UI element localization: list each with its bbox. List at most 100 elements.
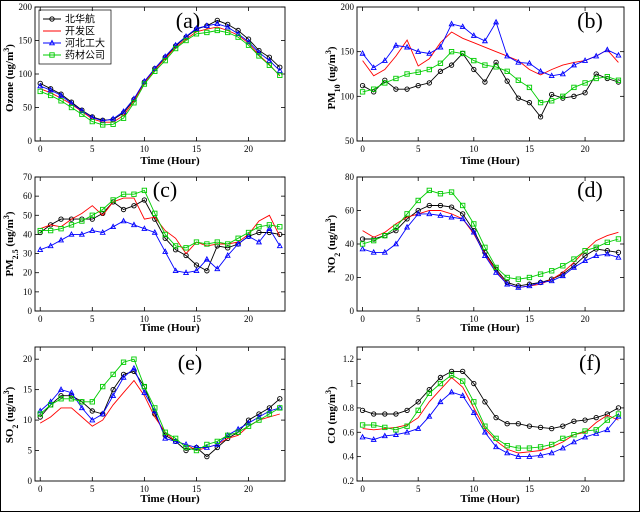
data-point — [426, 49, 433, 56]
panel-label: (f) — [579, 350, 601, 375]
data-point — [437, 398, 444, 405]
data-point — [604, 250, 611, 257]
x-tick-label: 0 — [38, 144, 43, 154]
data-point — [504, 274, 510, 281]
data-point — [47, 86, 54, 93]
data-point — [193, 447, 200, 454]
data-point — [404, 86, 410, 92]
y-tick-label: 80 — [345, 172, 355, 182]
data-point — [245, 232, 252, 239]
data-point — [593, 244, 599, 250]
data-point — [172, 41, 179, 48]
y-axis-label-part: 2 — [11, 425, 20, 429]
y-axis-label-part: Ozone (ug/m — [4, 52, 16, 112]
data-point — [204, 268, 210, 274]
data-point — [151, 65, 158, 71]
data-point — [404, 71, 410, 77]
data-point — [537, 424, 544, 431]
y-tick-label: 30 — [23, 249, 33, 259]
y-axis-label-part: 3 — [324, 390, 333, 394]
data-point — [89, 416, 96, 423]
data-point — [570, 438, 577, 445]
data-point — [89, 408, 95, 414]
data-point — [381, 432, 388, 439]
data-point — [549, 276, 555, 282]
x-tick-label: 5 — [416, 144, 421, 154]
data-point — [57, 236, 65, 243]
data-point — [404, 43, 411, 50]
y-tick-label: 40 — [23, 229, 33, 239]
y-tick-label: 15 — [23, 385, 33, 395]
series-3 — [359, 372, 622, 451]
data-point — [266, 411, 273, 417]
y-axis-label: PM10 (ug/m3) — [324, 46, 342, 109]
data-point — [182, 441, 190, 447]
data-point — [470, 32, 477, 38]
data-point — [582, 257, 589, 263]
y-axis-label-part: 2 — [333, 253, 342, 257]
series-2 — [359, 388, 622, 459]
data-point — [371, 411, 377, 417]
x-tick-label: 20 — [244, 314, 254, 324]
data-point — [193, 31, 200, 37]
data-point — [604, 239, 610, 245]
data-point — [382, 232, 388, 239]
data-point — [110, 386, 116, 393]
data-point — [141, 77, 148, 84]
data-point — [235, 235, 241, 241]
data-point — [537, 99, 544, 106]
series-1 — [362, 31, 619, 77]
data-point — [100, 206, 106, 213]
data-point — [110, 371, 116, 378]
data-point — [392, 41, 399, 48]
data-point — [437, 68, 444, 74]
panel-pm25: PM2.5 (ug/m3) Time (Hour) (c) 0 5 10 15 20 0 1… — [2, 172, 286, 334]
data-point — [37, 82, 44, 89]
data-point — [460, 202, 466, 209]
data-point — [460, 378, 466, 384]
data-point — [571, 84, 577, 91]
y-tick-label: 150 — [341, 47, 355, 57]
data-point — [152, 405, 158, 411]
data-point — [504, 279, 510, 286]
data-point — [537, 451, 544, 458]
data-point — [224, 23, 231, 30]
data-point — [225, 21, 231, 28]
data-point — [526, 274, 533, 281]
data-point — [277, 405, 283, 411]
data-point — [470, 409, 477, 416]
data-point — [593, 252, 600, 258]
data-point — [548, 277, 555, 284]
data-point — [89, 118, 95, 125]
data-point — [79, 111, 85, 117]
data-point — [235, 429, 241, 435]
data-point — [504, 52, 511, 59]
data-point — [426, 412, 433, 419]
data-point — [448, 62, 455, 68]
data-point — [604, 426, 611, 433]
data-point — [493, 415, 499, 421]
data-point — [214, 27, 220, 34]
data-point — [426, 390, 432, 396]
data-point — [68, 222, 75, 228]
data-point — [203, 444, 210, 450]
data-point — [204, 29, 210, 36]
series-1 — [40, 26, 281, 123]
data-point — [359, 82, 366, 89]
x-tick-label: 20 — [581, 144, 591, 154]
data-point — [277, 64, 283, 70]
data-point — [120, 206, 127, 213]
data-point — [141, 197, 148, 203]
data-point — [570, 263, 577, 270]
y-axis-label-part: (ug/m — [326, 222, 338, 252]
data-point — [493, 435, 499, 442]
data-point — [245, 229, 252, 236]
data-point — [370, 436, 377, 442]
y-axis-label-part: ) — [4, 386, 16, 390]
data-point — [582, 57, 589, 63]
series-line — [39, 358, 281, 451]
series-0 — [359, 50, 622, 120]
panel-label: (b) — [577, 8, 603, 33]
data-point — [570, 61, 577, 68]
y-tick-label: 0 — [350, 306, 355, 316]
